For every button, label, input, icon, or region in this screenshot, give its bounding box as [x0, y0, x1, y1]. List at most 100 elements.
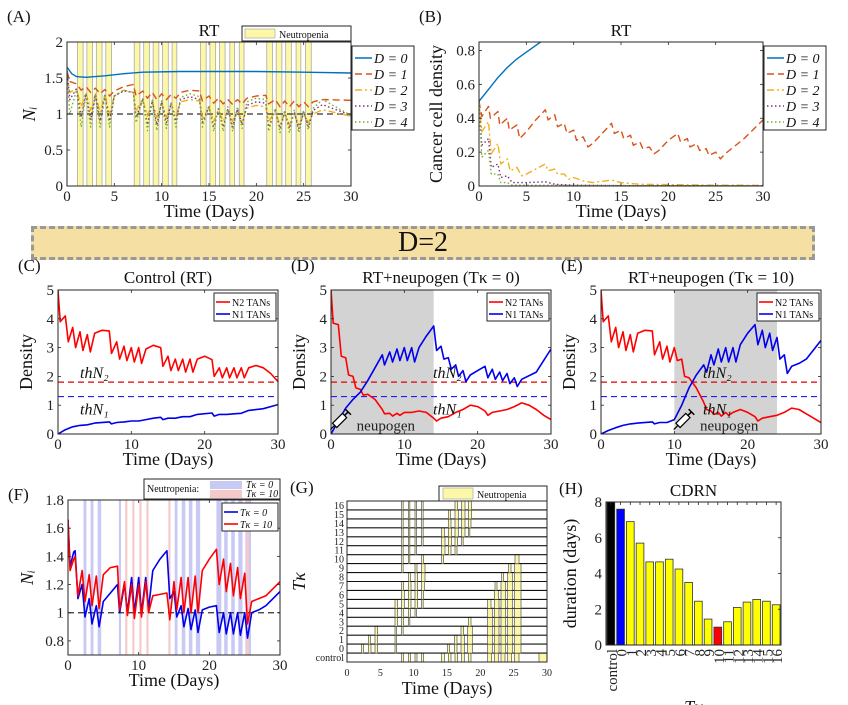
panel-label: (B) — [419, 7, 442, 26]
series-line-n1-tans — [601, 323, 821, 434]
neutropenia-episode — [513, 652, 520, 663]
syringe-needle — [673, 424, 679, 431]
neutropenia-episode — [441, 554, 445, 564]
legend-label: N2 TANs — [505, 298, 543, 309]
series-line-d-4 — [67, 72, 351, 134]
neutropenia-episode — [401, 590, 405, 600]
x-axis-label: Time (Days) — [402, 678, 493, 699]
chart-title: RT — [199, 21, 220, 40]
x-tick-label: 15 — [614, 189, 629, 205]
x-axis-label: Time (Days) — [576, 201, 667, 222]
y-tick-label: 12 — [334, 537, 344, 548]
plot-area — [58, 290, 278, 434]
y-tick-label: 4 — [320, 312, 328, 328]
y-tick-label: 2 — [47, 369, 55, 385]
neutropenia-episode — [401, 509, 404, 520]
threshold-label-thn1: thN₁ — [80, 402, 109, 419]
neutropenia-episode — [394, 643, 397, 654]
y-tick-label: 0 — [47, 427, 55, 443]
neutropenia-episode — [407, 527, 411, 538]
legend-label: D = 0 — [373, 52, 408, 67]
y-tick-label: 0.2 — [456, 145, 475, 161]
shading-legend-swatch — [210, 481, 242, 489]
x-tick-label: 15 — [760, 649, 776, 664]
series-line-n1-tans — [58, 403, 278, 434]
x-tick-label: 30 — [271, 437, 286, 453]
series-line-n1-tans — [331, 325, 551, 434]
neutropenia-episode — [494, 581, 498, 591]
x-tick-label: 0 — [64, 658, 72, 674]
neutropenia-episode — [401, 545, 404, 556]
syringe-icon — [329, 408, 352, 431]
chart-title: RT — [611, 21, 632, 40]
chart-title: RT+neupogen (Tκ = 10) — [628, 268, 794, 287]
neutropenia-episode — [447, 545, 452, 556]
neutropenia-episode — [507, 607, 513, 618]
neutropenia-episode — [421, 527, 424, 538]
bar-0 — [616, 508, 625, 646]
plot-area — [479, 42, 763, 186]
neutropenia-episode — [407, 581, 412, 591]
panel-label: (D) — [291, 256, 315, 275]
plot-area — [67, 42, 351, 186]
y-tick-label: 1.8 — [45, 493, 64, 509]
x-tick-label: 0 — [475, 189, 483, 205]
neutropenia-episode — [467, 518, 472, 529]
neupogen-annotation: neupogen — [357, 418, 416, 434]
neutropenia-episode — [421, 518, 424, 529]
neutropenia-episode — [500, 634, 507, 645]
neutropenia-episode — [454, 527, 459, 538]
neutropenia-episode — [401, 518, 404, 529]
neutropenia-episode — [401, 607, 405, 618]
legend-label: D = 4 — [785, 116, 820, 131]
neutropenia-episode — [461, 536, 464, 547]
x-tick-label: 20 — [202, 658, 217, 674]
x-axis-label: Time (Days) — [666, 449, 757, 470]
x-tick-label: 12 — [731, 649, 747, 664]
neutropenia-episode — [421, 590, 425, 600]
y-tick-label: 5 — [320, 283, 328, 299]
x-tick-label: 0 — [54, 437, 62, 453]
neutropenia-episode — [513, 581, 522, 591]
syringe-handle — [344, 408, 352, 416]
bar-12 — [732, 607, 742, 646]
panel-label: (A) — [7, 7, 31, 26]
y-axis-label: Tκ — [289, 572, 309, 591]
neutropenia-episode — [414, 590, 419, 600]
y-tick-label: 16 — [334, 501, 344, 512]
neutropenia-band-t0 — [188, 500, 193, 655]
y-tick-label: 2 — [56, 35, 64, 51]
x-tick-label: 25 — [296, 189, 311, 205]
neutropenia-episode — [514, 554, 520, 564]
x-tick-label: 5 — [111, 189, 119, 205]
neutropenia-band-t0 — [231, 500, 235, 655]
dose-banner-text: D=2 — [397, 227, 448, 258]
y-tick-label: 3 — [320, 341, 328, 357]
neutropenia-episode — [500, 625, 507, 636]
neutropenia-episode — [401, 599, 405, 609]
neutropenia-episode — [447, 652, 452, 663]
neutropenia-episode — [487, 652, 493, 663]
neutropenia-episode — [487, 616, 493, 627]
neutropenia-episode — [421, 500, 424, 511]
y-tick-label: 2 — [595, 602, 603, 618]
neutropenia-episode — [493, 643, 500, 654]
neutropenia-episode — [460, 643, 465, 654]
y-tick-label: 0 — [339, 644, 344, 655]
neutropenia-band-t0 — [174, 500, 178, 655]
y-tick-label: 10 — [334, 555, 344, 566]
legend-label: D = 3 — [373, 100, 408, 115]
x-tick-label: 30 — [814, 437, 829, 453]
panel-label: (C) — [18, 256, 41, 275]
neutropenia-episode — [441, 536, 446, 547]
shading-legend-swatch — [442, 487, 474, 500]
y-tick-label: 14 — [334, 519, 344, 530]
series-line-t-10 — [68, 519, 280, 625]
x-tick-label: 10 — [397, 437, 412, 453]
neutropenia-episode — [407, 509, 411, 520]
neutropenia-episode — [407, 518, 411, 529]
neutropenia-episode — [467, 527, 471, 538]
plot-frame — [330, 289, 552, 435]
x-tick-label: 10 — [131, 658, 146, 674]
neutropenia-episode — [407, 607, 411, 618]
